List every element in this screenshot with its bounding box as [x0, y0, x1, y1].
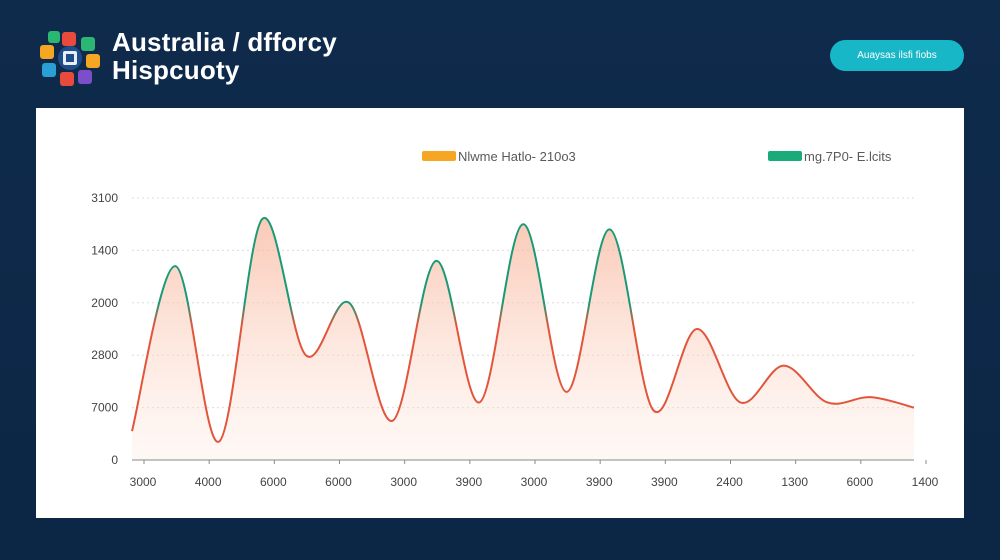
data-point [521, 222, 525, 226]
data-point [130, 429, 134, 433]
x-tick-label: 6000 [325, 475, 352, 489]
data-point [608, 227, 612, 231]
y-tick-label: 2000 [91, 296, 118, 310]
x-tick-label: 3900 [586, 475, 613, 489]
data-point [434, 259, 438, 263]
data-point [869, 395, 873, 399]
data-point [173, 264, 177, 268]
x-tick-label: 6000 [260, 475, 287, 489]
x-tick-label: 3000 [390, 475, 417, 489]
chart-panel: Nlwme Hatlo- 210o3 mg.7P0- E.lcits 0 7000 2… [36, 108, 964, 518]
x-tick-label: 6000 [846, 475, 873, 489]
data-point [695, 327, 699, 331]
data-point [478, 400, 482, 404]
data-point [260, 217, 264, 221]
x-tick-label: 4000 [195, 475, 222, 489]
legend-swatch [422, 151, 456, 161]
title-line-1: Australia / dfforcy [112, 27, 337, 57]
data-point [912, 406, 916, 410]
data-point [564, 390, 568, 394]
data-point [217, 440, 221, 444]
data-point [651, 408, 655, 412]
y-tick-label: 1400 [91, 243, 118, 257]
data-point [347, 301, 351, 305]
page-title: Australia / dfforcy Hispcuoty [112, 28, 337, 84]
data-point [782, 364, 786, 368]
x-tick-label: 2400 [716, 475, 743, 489]
x-tick-label: 3000 [521, 475, 548, 489]
title-line-2: Hispcuoty [112, 55, 240, 85]
y-tick-label: 2800 [91, 348, 118, 362]
series-line [131, 217, 915, 443]
data-point [304, 353, 308, 357]
legend-label: Nlwme Hatlo- 210o3 [458, 149, 576, 164]
data-point [738, 400, 742, 404]
data-point [391, 419, 395, 423]
y-tick-label: 3100 [91, 191, 118, 205]
x-axis-ticks: 3000 4000 6000 6000 3000 3900 3000 3900 3900 2400… [130, 460, 939, 489]
x-tick-label: 1300 [781, 475, 808, 489]
app-logo-icon [40, 31, 100, 86]
legend-label: mg.7P0- E.lcits [804, 149, 892, 164]
x-tick-label: 3900 [651, 475, 678, 489]
x-tick-label: 1400 [912, 475, 939, 489]
data-point [825, 400, 829, 404]
y-axis-ticks: 0 7000 2800 2000 1400 3100 [91, 191, 118, 467]
series-area [132, 217, 914, 460]
legend-swatch [768, 151, 802, 161]
action-button[interactable]: Auaysas ilsfi fiobs [830, 40, 964, 71]
y-tick-label: 0 [111, 453, 118, 467]
legend: Nlwme Hatlo- 210o3 mg.7P0- E.lcits [422, 149, 892, 164]
y-tick-label: 7000 [91, 401, 118, 415]
chart: Nlwme Hatlo- 210o3 mg.7P0- E.lcits 0 7000 2… [91, 149, 939, 489]
x-tick-label: 3000 [130, 475, 157, 489]
x-tick-label: 3900 [455, 475, 482, 489]
